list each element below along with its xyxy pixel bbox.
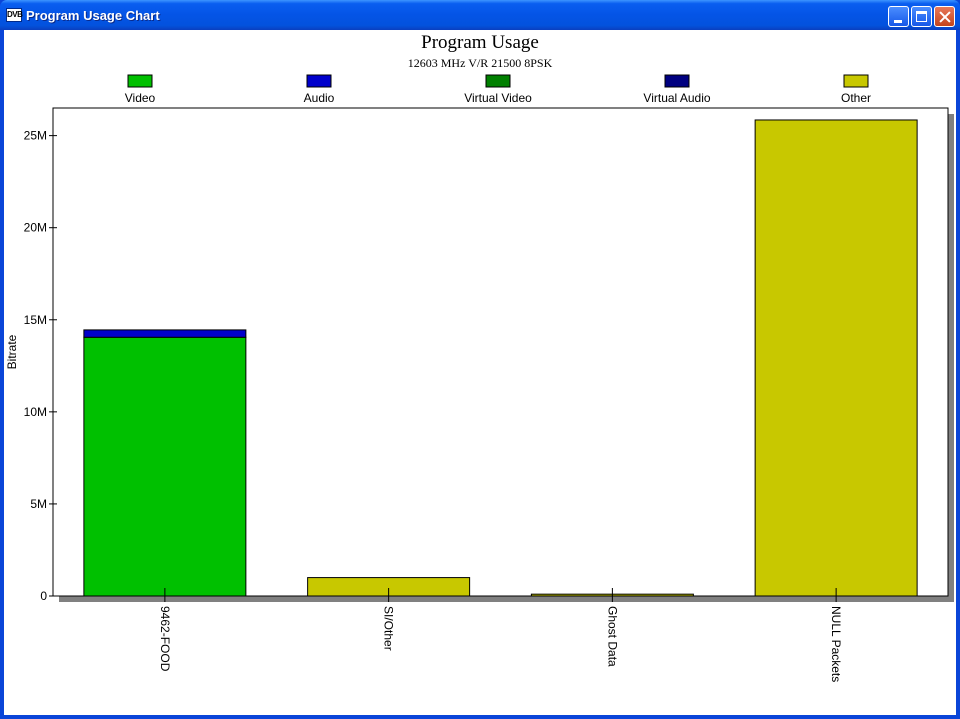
- chart-legend: Video Audio Virtual Video Virtual Audio Othe…: [125, 74, 871, 105]
- legend-label-video: Video: [125, 91, 156, 105]
- y-tick-label: 5M: [30, 497, 47, 511]
- legend-label-virtual-audio: Virtual Audio: [643, 91, 710, 105]
- title-bar[interactable]: DVB Program Usage Chart: [0, 0, 960, 30]
- x-category-label-si-other: SI/Other: [382, 606, 396, 651]
- y-tick-label: 10M: [24, 405, 47, 419]
- bar-9462-food-video[interactable]: [83, 336, 247, 597]
- bar-9462-food-audio[interactable]: [83, 329, 247, 338]
- plot-area: 0 5M 10M 15M 20M 25M 9462-FOOD SI/Other Ghost Da…: [24, 107, 954, 682]
- window-title: Program Usage Chart: [26, 8, 160, 23]
- x-category-label-ghost-data: Ghost Data: [605, 606, 619, 667]
- legend-swatch-audio: [306, 74, 332, 88]
- maximize-button[interactable]: [911, 6, 932, 27]
- legend-label-other: Other: [841, 91, 871, 105]
- dvb-app-icon[interactable]: DVB: [6, 8, 23, 22]
- y-tick-label: 25M: [24, 129, 47, 143]
- minimize-button[interactable]: [888, 6, 909, 27]
- program-usage-chart: Program Usage 12603 MHz V/R 21500 8PSK V…: [5, 32, 954, 682]
- chart-title: Program Usage: [421, 32, 539, 53]
- y-tick-label: 20M: [24, 221, 47, 235]
- legend-swatch-other: [843, 74, 869, 88]
- legend-swatch-virtual-audio: [664, 74, 690, 88]
- y-tick-label: 15M: [24, 313, 47, 327]
- legend-label-virtual-video: Virtual Video: [464, 91, 532, 105]
- legend-label-audio: Audio: [304, 91, 335, 105]
- minimize-icon: [894, 20, 902, 23]
- chart-subtitle: 12603 MHz V/R 21500 8PSK: [408, 56, 553, 70]
- y-axis-label: Bitrate: [5, 334, 19, 369]
- x-category-label-null-packets: NULL Packets: [829, 606, 843, 682]
- legend-swatch-virtual-video: [485, 74, 511, 88]
- bar-null-packets-other[interactable]: [754, 119, 918, 597]
- close-button[interactable]: [934, 6, 955, 27]
- maximize-icon: [916, 11, 927, 22]
- x-category-label-9462-food: 9462-FOOD: [158, 606, 172, 672]
- chart-area: Program Usage 12603 MHz V/R 21500 8PSK V…: [4, 30, 956, 715]
- y-tick-label: 0: [40, 589, 47, 603]
- legend-swatch-video: [127, 74, 153, 88]
